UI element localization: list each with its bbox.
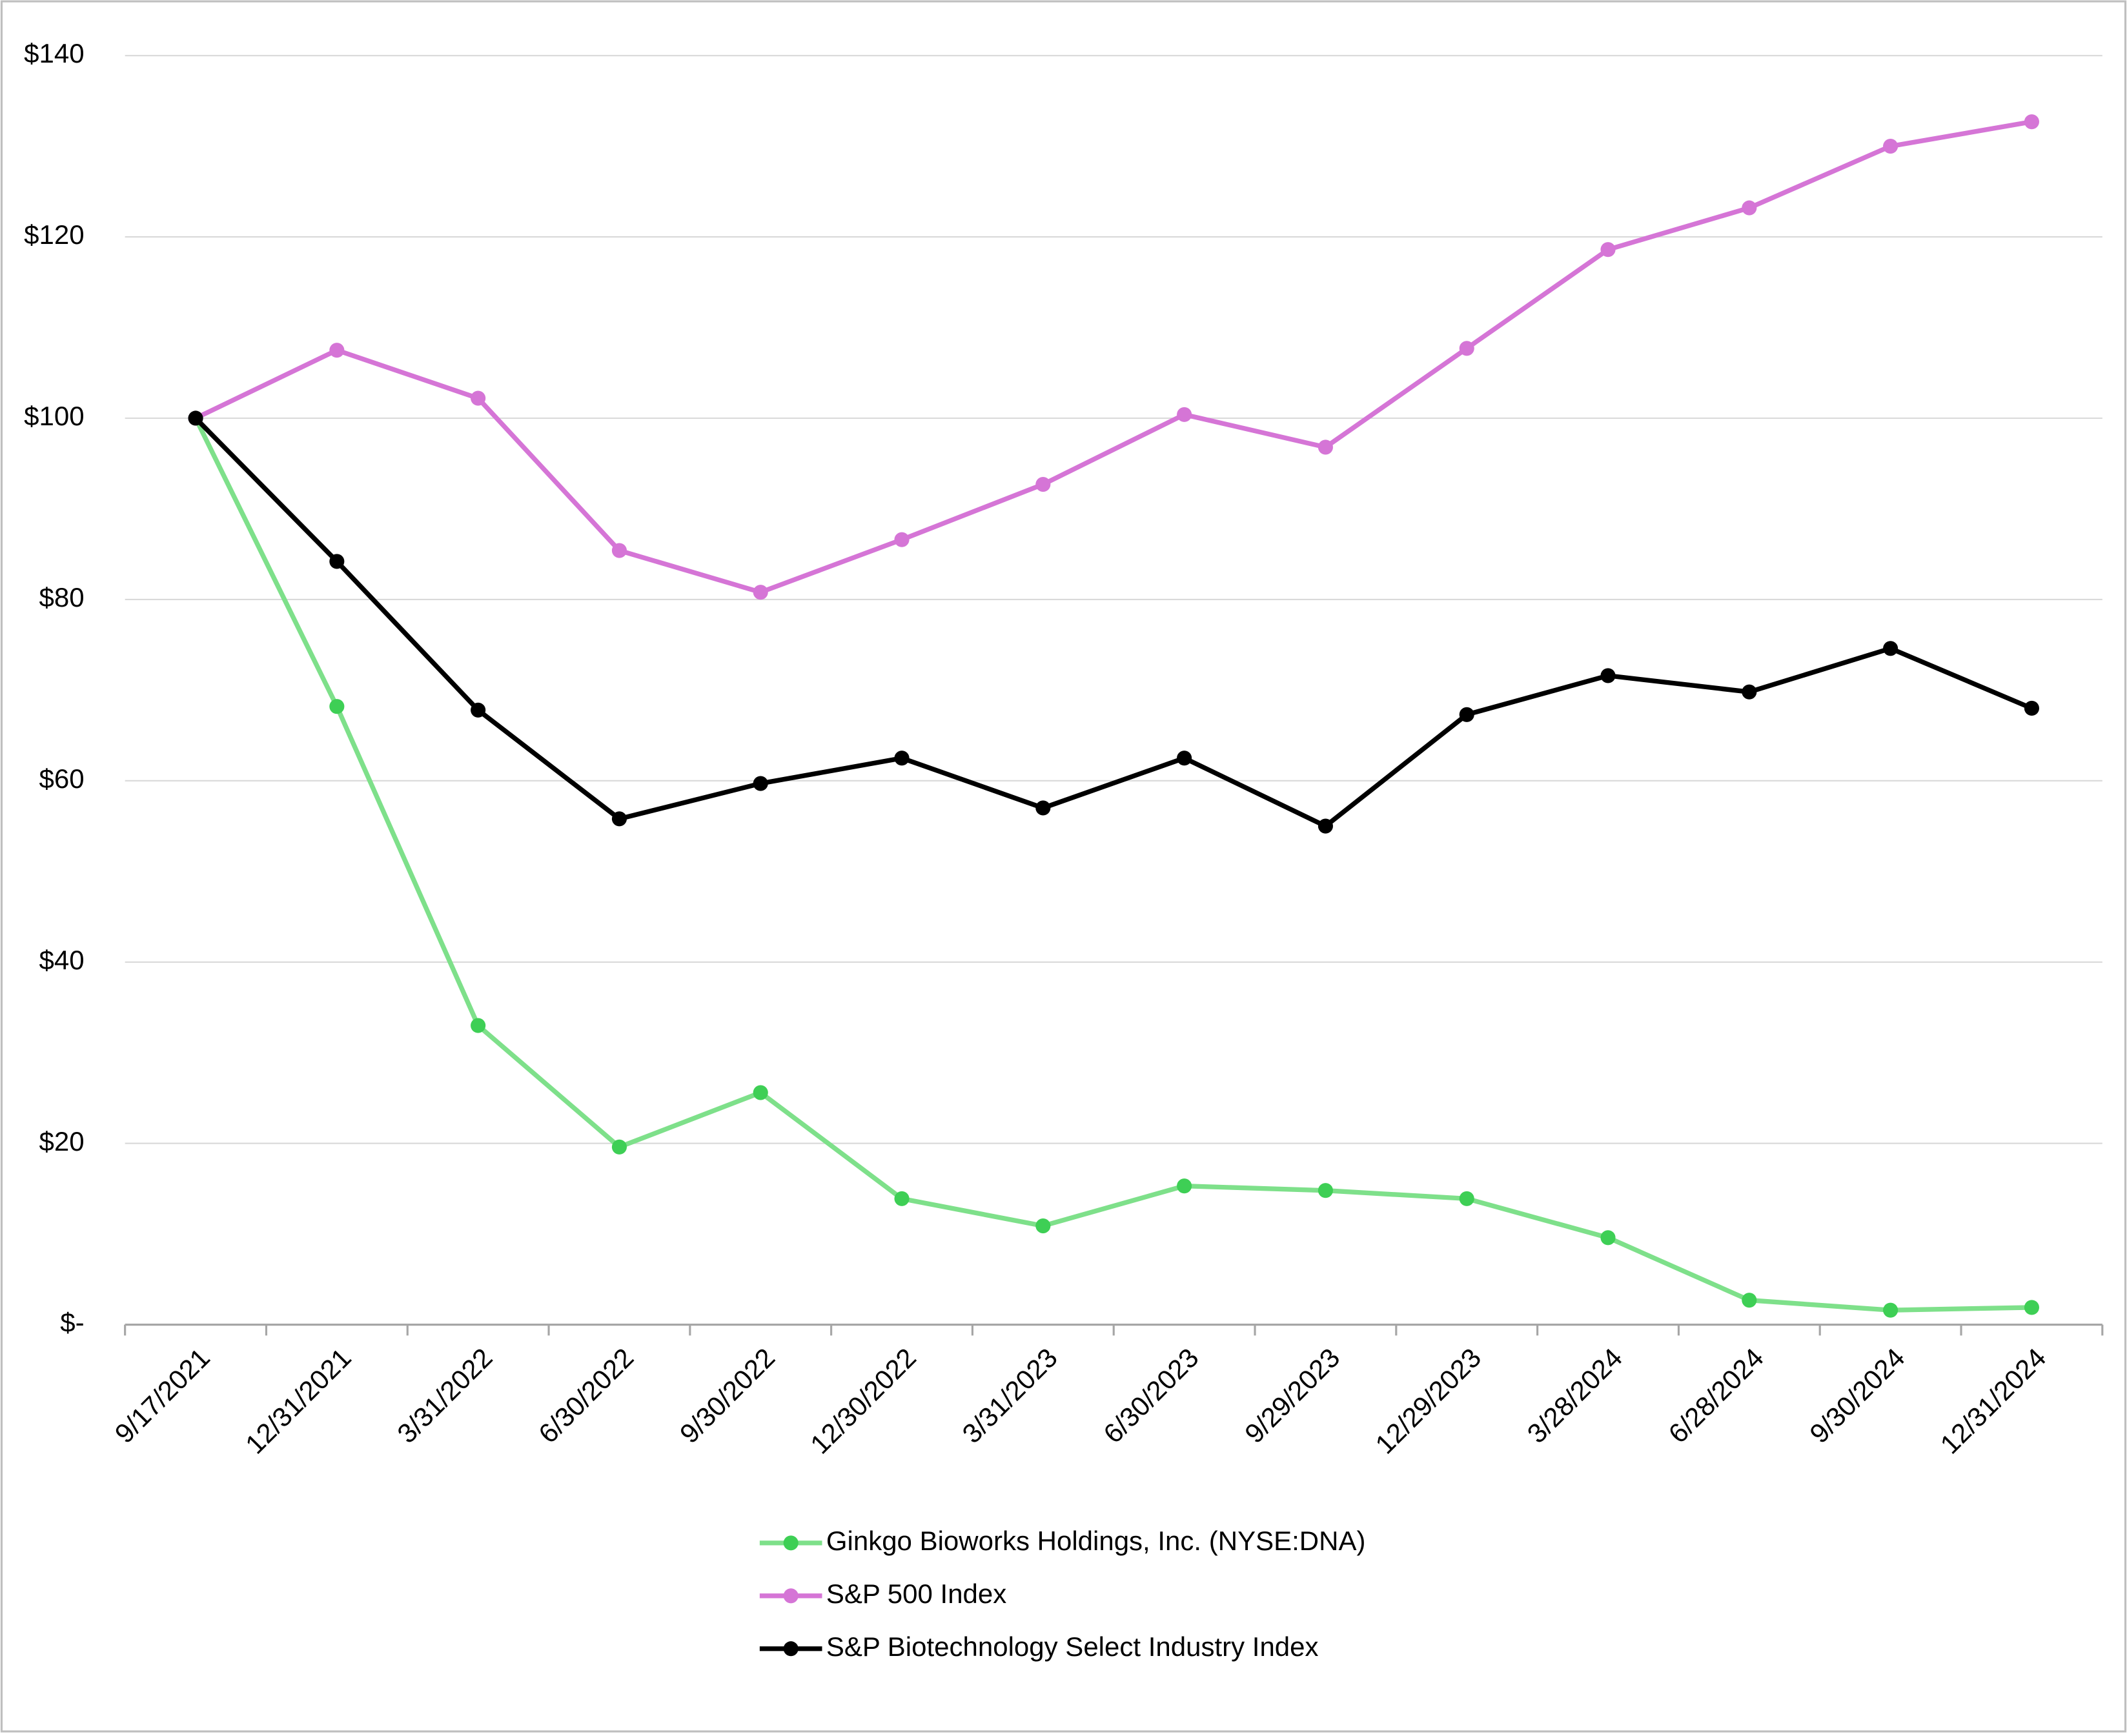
data-point: [1459, 707, 1474, 722]
legend-label: S&P Biotechnology Select Industry Index: [826, 1631, 1319, 1662]
series-line: [194, 416, 2033, 829]
data-point: [1318, 1183, 1333, 1198]
data-point: [1883, 641, 1898, 656]
data-point: [1177, 1178, 1192, 1194]
data-point: [1459, 1191, 1474, 1206]
data-point: [1035, 476, 1051, 492]
legend-label: Ginkgo Bioworks Holdings, Inc. (NYSE:DNA…: [826, 1526, 1366, 1556]
data-point: [611, 543, 627, 558]
data-point: [1883, 139, 1898, 154]
y-tick-label: $120: [24, 219, 84, 250]
data-point: [1742, 684, 1757, 700]
data-point: [894, 1191, 910, 1206]
y-tick-label: $-: [60, 1307, 84, 1338]
data-point: [471, 702, 486, 718]
data-point: [471, 1018, 486, 1033]
data-point: [753, 776, 768, 791]
y-tick-label: $60: [39, 763, 85, 794]
series-line: [194, 119, 2033, 595]
data-point: [329, 699, 345, 714]
data-point: [471, 390, 486, 406]
y-tick-label: $140: [24, 38, 84, 68]
legend-swatch-marker: [783, 1535, 799, 1551]
data-point: [1177, 407, 1192, 422]
legend-swatch-marker: [783, 1588, 799, 1604]
data-point: [2024, 700, 2039, 716]
data-point: [1035, 1218, 1051, 1234]
y-tick-label: $40: [39, 945, 85, 975]
y-tick-label: $20: [39, 1126, 85, 1156]
data-point: [1742, 1293, 1757, 1308]
data-point: [2024, 1300, 2039, 1315]
y-tick-label: $100: [24, 401, 84, 431]
series-line: [193, 417, 2032, 1313]
legend-swatch-marker: [783, 1641, 799, 1657]
data-point: [329, 343, 345, 358]
data-point: [611, 1139, 627, 1155]
data-point: [894, 751, 910, 766]
data-point: [611, 811, 627, 827]
legend-label: S&P 500 Index: [826, 1579, 1006, 1609]
data-point: [329, 554, 345, 569]
data-point: [1883, 1302, 1898, 1318]
data-point: [753, 585, 768, 600]
y-tick-label: $80: [39, 582, 85, 612]
data-point: [1600, 242, 1616, 257]
data-point: [2024, 114, 2039, 130]
data-point: [894, 532, 910, 547]
data-point: [1459, 341, 1474, 356]
data-point: [753, 1085, 768, 1100]
data-point: [1600, 1230, 1616, 1246]
data-point: [1742, 200, 1757, 216]
data-point: [1177, 751, 1192, 766]
data-point: [188, 410, 203, 426]
data-point: [1035, 800, 1051, 816]
data-point: [1600, 668, 1616, 683]
data-point: [1318, 439, 1333, 455]
data-point: [1318, 818, 1333, 834]
